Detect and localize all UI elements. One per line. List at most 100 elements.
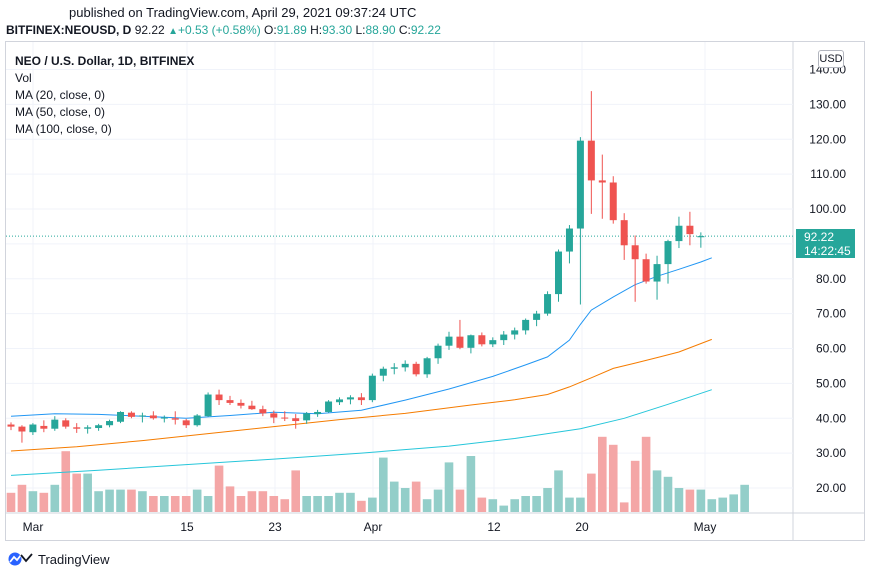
candle-body (653, 264, 661, 282)
volume-bar (499, 505, 509, 512)
volume-bar (127, 489, 136, 512)
volume-bar (740, 484, 749, 512)
legend-ma20[interactable]: MA (20, close, 0) (15, 88, 106, 102)
candle-body (193, 415, 201, 426)
time-tick-label: 23 (268, 520, 282, 534)
price-tick-label: 60.00 (816, 342, 846, 356)
time-tick-label: Apr (364, 520, 383, 534)
candle-body (675, 225, 683, 242)
volume-bar (576, 497, 585, 512)
volume-bar (663, 476, 673, 512)
tradingview-brand: TradingView (38, 551, 110, 567)
volume-bar (160, 496, 169, 512)
candle-body (303, 413, 311, 421)
volume-bar (313, 496, 322, 512)
volume-bar (116, 489, 125, 512)
price-tick-label: 120.00 (809, 132, 846, 146)
volume-bar (543, 488, 552, 512)
candlesticks (7, 91, 705, 443)
candle-body (434, 345, 442, 359)
volume-bar (50, 484, 60, 512)
volume-bar (247, 491, 257, 512)
volume-bar (685, 489, 695, 512)
candle-body (40, 425, 48, 429)
open-value: 91.89 (276, 23, 307, 37)
candle-body (138, 415, 146, 417)
volume-bar (598, 436, 607, 512)
volume-bar (39, 492, 49, 512)
tradingview-footer[interactable]: TradingView (8, 551, 110, 567)
candle-body (51, 419, 59, 429)
chart-legend: NEO / U.S. Dollar, 1D, BITFINEX Vol MA (… (15, 53, 194, 138)
candle-body (325, 401, 333, 412)
legend-vol[interactable]: Vol (15, 71, 32, 85)
candle-body (204, 394, 212, 417)
volume-bar (608, 444, 618, 512)
candle-body (346, 397, 354, 400)
volume-bar (17, 484, 27, 512)
price-tick-label: 110.00 (810, 167, 846, 181)
candle-body (357, 397, 365, 401)
volume-bar (400, 488, 410, 512)
volume-bar (696, 489, 706, 512)
candle-body (292, 418, 300, 422)
ma100-line (10, 389, 712, 476)
candle-body (697, 236, 705, 238)
candle-body (412, 363, 420, 375)
candle-body (84, 427, 92, 429)
volume-bar (477, 497, 487, 512)
volume-bar (138, 491, 147, 512)
volume-bar (346, 492, 355, 512)
published-caption: published on TradingView.com, April 29, … (69, 5, 417, 20)
candle-body (390, 367, 398, 369)
candle-body (160, 417, 168, 419)
volume-bar (6, 492, 16, 512)
candle-body (598, 180, 606, 183)
change-up-icon: ▲ (168, 26, 178, 37)
candle-body (270, 413, 278, 418)
low-label: L: (355, 23, 366, 37)
volume-bar (554, 470, 563, 512)
volume-bar (83, 473, 92, 512)
volume-bar (389, 481, 399, 512)
price-tag-value: 92.22 (804, 230, 835, 244)
volume-bar (422, 499, 432, 512)
last-price: 92.22 (134, 23, 165, 37)
legend-ma100[interactable]: MA (100, close, 0) (15, 122, 112, 136)
volume-bar (455, 489, 465, 512)
candle-body (587, 140, 595, 181)
legend-ma50[interactable]: MA (50, close, 0) (15, 105, 106, 119)
candle-body (7, 424, 15, 427)
time-tick-label: 20 (575, 520, 589, 534)
price-tick-label: 80.00 (816, 272, 846, 286)
volume-bar (630, 460, 640, 512)
currency-button[interactable]: USD (818, 50, 844, 68)
volume-bar (707, 499, 717, 512)
candle-body (478, 335, 486, 345)
volume-bar (214, 465, 224, 512)
symbol-name: BITFINEX:NEOUSD, D (6, 23, 132, 37)
candle-body (368, 375, 376, 401)
grid-lines (6, 42, 864, 540)
volume-bar (280, 499, 290, 512)
volume-bar (368, 497, 377, 512)
candle-body (336, 399, 343, 403)
candle-body (423, 358, 431, 375)
candle-body (620, 220, 628, 246)
volume-bar (466, 456, 476, 512)
candle-body (456, 336, 464, 348)
volume-bar (357, 500, 366, 512)
tradingview-logo-icon (8, 552, 33, 566)
chart-frame[interactable] (5, 41, 865, 541)
volume-bar (510, 499, 519, 512)
price-change: +0.53 (+0.58%) (177, 23, 261, 37)
volume-bar (28, 491, 38, 512)
candle-body (489, 340, 497, 345)
close-value: 92.22 (410, 23, 441, 37)
price-tag-countdown: 14:22:45 (804, 244, 851, 258)
candle-body (281, 417, 289, 419)
volume-bar (729, 494, 738, 512)
candle-body (237, 402, 245, 406)
candle-body (565, 228, 573, 252)
